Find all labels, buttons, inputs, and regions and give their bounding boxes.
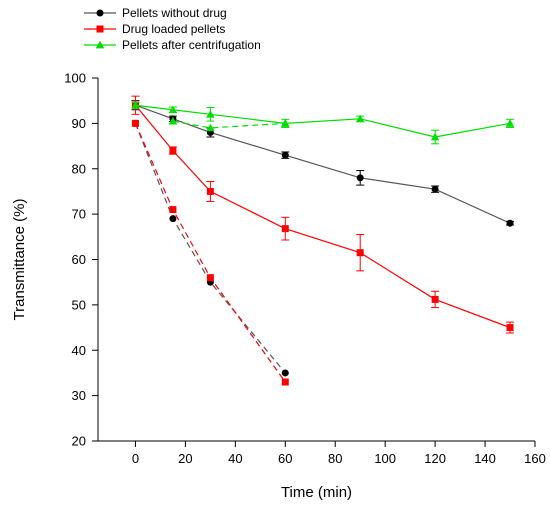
- series-2: [131, 101, 515, 145]
- legend-label: Pellets without drug: [122, 6, 227, 20]
- data-point: [168, 105, 178, 114]
- series-line: [134, 123, 286, 374]
- data-point: [506, 219, 514, 227]
- series-0: [131, 100, 515, 227]
- data-point: [430, 132, 440, 141]
- data-point: [505, 119, 515, 127]
- data-point: [431, 185, 439, 193]
- series-4: [131, 119, 289, 377]
- y-tick-label: 60: [72, 252, 86, 267]
- data-point: [356, 174, 364, 182]
- plot-area: [131, 95, 515, 386]
- legend-marker: [96, 25, 104, 33]
- legend-label: Pellets after centrifugation: [122, 38, 261, 52]
- y-ticks: 20 30 40 50 60 70 80 90 100: [64, 71, 98, 449]
- y-tick-label: 20: [72, 434, 86, 449]
- legend-item: Drug loaded pellets: [84, 22, 225, 36]
- y-tick-label: 40: [72, 343, 86, 358]
- series-line: [172, 120, 286, 129]
- data-point: [281, 378, 289, 386]
- legend-label: Drug loaded pellets: [122, 22, 225, 36]
- x-tick-label: 140: [474, 451, 496, 466]
- data-point: [281, 369, 289, 377]
- series-1: [131, 95, 515, 334]
- series-line: [135, 104, 511, 138]
- data-point: [206, 187, 214, 195]
- y-tick-label: 100: [64, 71, 86, 86]
- data-point: [281, 119, 290, 127]
- x-tick-label: 60: [278, 451, 292, 466]
- x-tick-label: 160: [524, 451, 546, 466]
- data-point: [281, 151, 289, 159]
- data-point: [281, 225, 289, 233]
- y-tick-label: 50: [72, 297, 86, 312]
- x-tick-label: 40: [228, 451, 242, 466]
- x-ticks: 0 20 40 60 80 100 120 140 160: [132, 441, 546, 466]
- legend-item: Pellets after centrifugation: [84, 38, 261, 52]
- x-tick-label: 120: [424, 451, 446, 466]
- data-point: [131, 101, 140, 109]
- x-tick-label: 100: [374, 451, 396, 466]
- data-point: [431, 295, 439, 303]
- y-axis-title: Transmittance (%): [11, 199, 28, 321]
- data-point: [168, 116, 178, 125]
- data-point: [506, 324, 514, 332]
- series-5: [131, 119, 289, 386]
- y-tick-label: 90: [72, 116, 86, 131]
- data-point: [169, 206, 177, 214]
- x-tick-label: 80: [328, 451, 342, 466]
- data-point: [356, 114, 365, 123]
- series-line: [134, 104, 511, 329]
- series-line: [134, 123, 286, 383]
- data-point: [206, 110, 215, 118]
- legend-marker: [95, 40, 105, 49]
- legend: Pellets without drug Drug loaded pellets P…: [84, 6, 261, 52]
- x-axis-title: Time (min): [281, 484, 352, 501]
- data-point: [206, 123, 215, 132]
- y-tick-label: 80: [72, 161, 86, 176]
- y-tick-label: 30: [72, 388, 86, 403]
- x-tick-label: 0: [132, 451, 139, 466]
- data-point: [356, 249, 364, 257]
- series-3: [168, 116, 290, 132]
- data-point: [206, 274, 214, 282]
- legend-marker: [96, 9, 104, 17]
- y-tick-label: 70: [72, 207, 86, 222]
- data-point: [169, 215, 177, 223]
- x-tick-label: 20: [178, 451, 192, 466]
- data-point: [131, 119, 139, 127]
- series-line: [135, 104, 511, 224]
- data-point: [169, 147, 177, 155]
- axes: 0 20 40 60 80 100 120 140 160 20 30 40 50 60 70 80 90 10…: [64, 71, 546, 467]
- legend-item: Pellets without drug: [84, 6, 227, 20]
